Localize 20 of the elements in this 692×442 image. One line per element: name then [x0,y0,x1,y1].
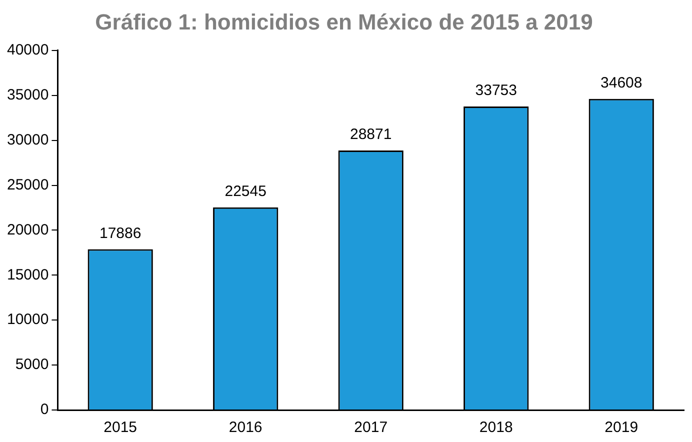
x-tick-label: 2017 [354,419,388,436]
y-tick-label: 5000 [15,356,49,374]
y-tick-label: 10000 [6,311,49,328]
x-tick-label: 2019 [604,419,638,436]
y-tick-label: 30000 [6,131,49,148]
data-label: 28871 [350,126,392,144]
chart-title: Gráfico 1: homicidios en México de 2015 a 2019 [95,9,593,34]
y-tick-label: 25000 [6,176,49,194]
x-tick-label: 2018 [479,419,513,436]
x-tick-label: 2016 [228,419,262,436]
y-tick-label: 0 [40,401,49,418]
y-tick-label: 35000 [6,86,49,104]
y-tick-label: 15000 [6,266,49,284]
y-tick-label: 40000 [6,42,49,59]
data-label: 22545 [224,182,266,200]
data-label: 34608 [600,74,642,92]
data-label: 33753 [475,82,517,100]
y-tick-label: 20000 [6,221,49,238]
data-label: 17886 [99,224,142,242]
x-tick-label: 2015 [104,419,138,436]
